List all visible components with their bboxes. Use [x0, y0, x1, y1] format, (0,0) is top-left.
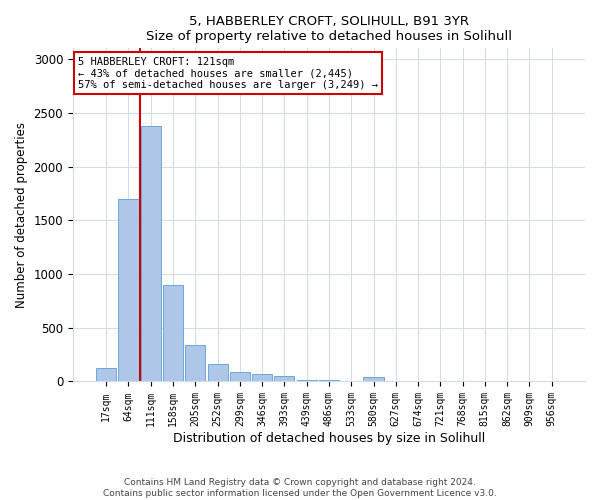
- Bar: [185, 345, 205, 382]
- Bar: [230, 372, 250, 382]
- Bar: [208, 364, 227, 382]
- Bar: [141, 126, 161, 382]
- Bar: [96, 368, 116, 382]
- Bar: [274, 376, 295, 382]
- X-axis label: Distribution of detached houses by size in Solihull: Distribution of detached houses by size …: [173, 432, 485, 445]
- Bar: [118, 199, 139, 382]
- Bar: [364, 377, 383, 382]
- Title: 5, HABBERLEY CROFT, SOLIHULL, B91 3YR
Size of property relative to detached hous: 5, HABBERLEY CROFT, SOLIHULL, B91 3YR Si…: [146, 15, 512, 43]
- Bar: [163, 285, 183, 382]
- Bar: [319, 380, 339, 382]
- Bar: [341, 380, 361, 382]
- Bar: [296, 380, 317, 382]
- Y-axis label: Number of detached properties: Number of detached properties: [15, 122, 28, 308]
- Text: Contains HM Land Registry data © Crown copyright and database right 2024.
Contai: Contains HM Land Registry data © Crown c…: [103, 478, 497, 498]
- Bar: [252, 374, 272, 382]
- Text: 5 HABBERLEY CROFT: 121sqm
← 43% of detached houses are smaller (2,445)
57% of se: 5 HABBERLEY CROFT: 121sqm ← 43% of detac…: [78, 56, 378, 90]
